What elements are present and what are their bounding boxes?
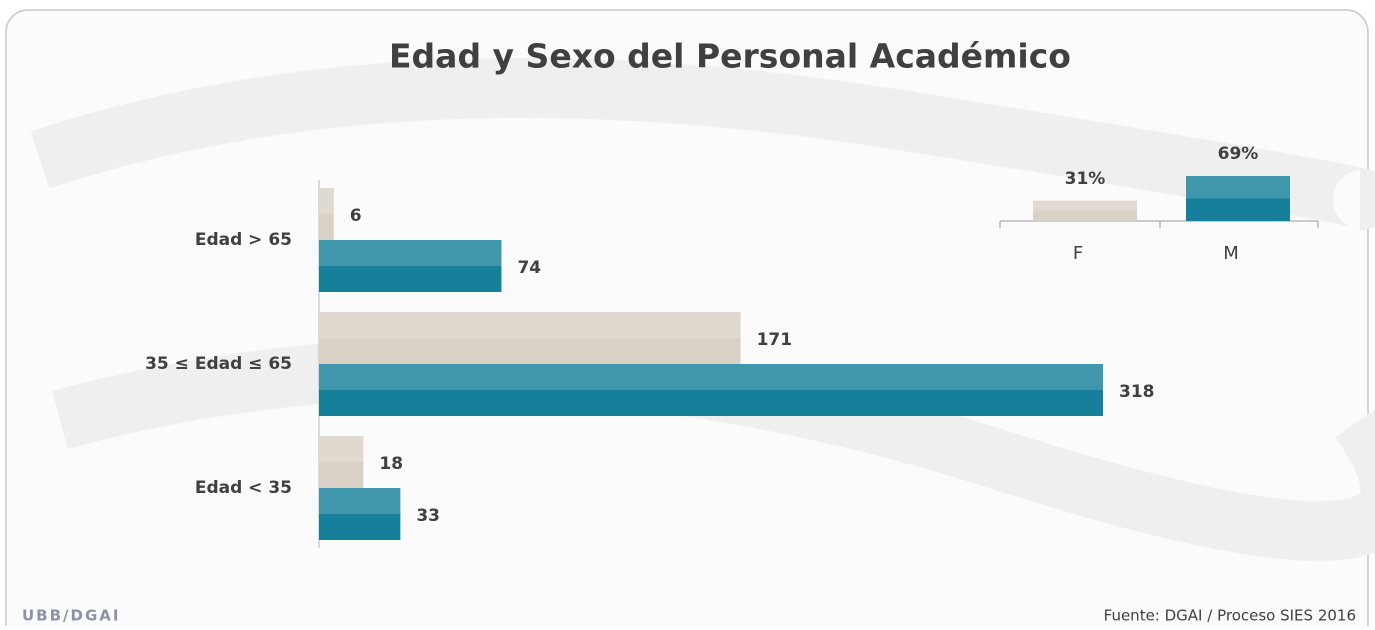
bar: [319, 188, 334, 240]
bar-shine: [319, 240, 502, 266]
value-label: 6: [350, 206, 362, 226]
bar: [319, 312, 741, 364]
bar-shine: [1186, 176, 1290, 199]
value-label: 69%: [1218, 144, 1259, 164]
y-tick-label: Edad < 35: [195, 478, 292, 498]
x-tick-label: F: [1073, 243, 1083, 264]
bar-shine: [319, 436, 364, 462]
footer-source: Fuente: DGAI / Proceso SIES 2016: [1104, 607, 1356, 625]
bar: [1186, 176, 1290, 221]
bar-shine: [319, 364, 1103, 390]
y-tick-label: Edad > 65: [195, 230, 292, 250]
bar-shine: [319, 188, 334, 214]
value-label: 74: [517, 258, 541, 278]
value-label: 18: [379, 454, 403, 474]
bar: [319, 240, 502, 292]
bar: [319, 488, 401, 540]
value-label: 31%: [1065, 169, 1106, 189]
bar-shine: [319, 312, 741, 338]
footer-logo: UBB/DGAI: [22, 607, 120, 625]
bar-shine: [319, 488, 401, 514]
x-tick-label: M: [1223, 243, 1239, 264]
bar: [319, 364, 1103, 416]
chart-title: Edad y Sexo del Personal Académico: [389, 37, 1071, 76]
bar: [1033, 200, 1137, 221]
value-label: 318: [1119, 382, 1155, 402]
y-tick-label: 35 ≤ Edad ≤ 65: [145, 354, 292, 374]
value-label: 171: [757, 330, 793, 350]
bar: [319, 436, 364, 488]
bar-shine: [1033, 200, 1137, 211]
value-label: 33: [416, 506, 440, 526]
